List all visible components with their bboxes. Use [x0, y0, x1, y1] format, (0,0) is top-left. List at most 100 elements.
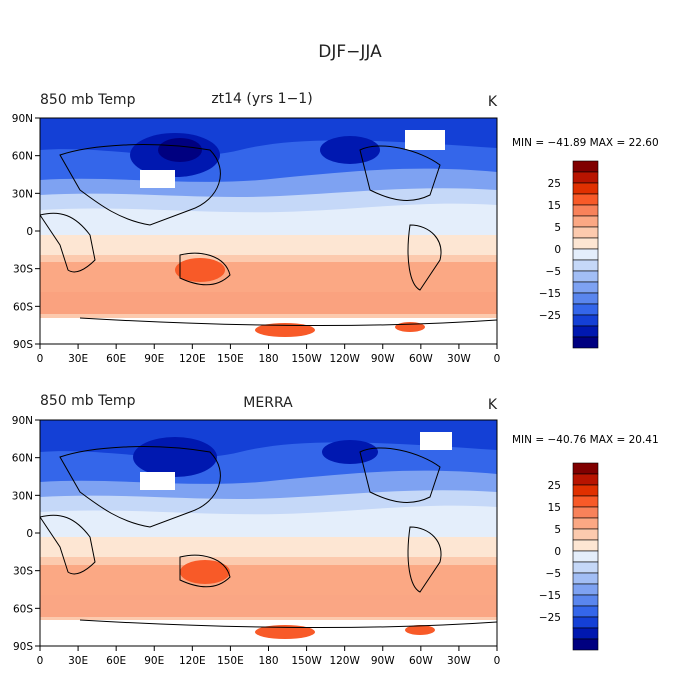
- lat-tick-label: 90S: [13, 339, 33, 351]
- colorbar-swatch: [572, 215, 599, 228]
- colorbar-swatch: [572, 182, 599, 195]
- colorbar-swatch: [572, 237, 599, 250]
- lon-tick-label: 150E: [217, 353, 244, 365]
- colorbar-swatch: [572, 193, 599, 206]
- lon-tick-label: 30E: [68, 353, 88, 365]
- panel-merra-lat-ticks: 90N 60N 30N 0 30S 60S 90S: [12, 415, 40, 653]
- colorbar-swatch: [572, 528, 599, 541]
- colorbar-swatch: [572, 281, 599, 294]
- lon-tick-label: 120W: [329, 353, 360, 365]
- lon-tick-label: 150W: [291, 353, 322, 365]
- lon-tick-label: 90W: [371, 353, 395, 365]
- lon-tick-label: 120E: [179, 353, 206, 365]
- lon-tick-label: 30E: [68, 655, 88, 667]
- lon-tick-label: 0: [494, 353, 501, 365]
- colorbar-label: −15: [539, 288, 561, 300]
- lat-tick-label: 60N: [12, 453, 33, 465]
- lon-tick-label: 180: [258, 655, 278, 667]
- colorbar-label: 0: [554, 546, 561, 558]
- panel-model-lon-ticks: 0 30E 60E 90E 120E 150E 180 150W 120W 90W 60W 30W 0: [37, 344, 501, 365]
- lat-tick-label: 0: [26, 528, 33, 540]
- colorbar-swatch: [572, 484, 599, 497]
- lat-tick-label: 60S: [13, 603, 33, 615]
- lon-tick-label: 0: [37, 353, 44, 365]
- panel-model-variable-label: 850 mb Temp: [40, 92, 136, 108]
- colorbar-label: 5: [554, 222, 561, 234]
- lat-tick-label: 90S: [13, 641, 33, 653]
- panel-model: 850 mb Temp zt14 (yrs 1−1) K MIN = −41.8…: [12, 91, 659, 365]
- colorbar-label: −25: [539, 310, 561, 322]
- colorbar-label: 25: [548, 480, 561, 492]
- colorbar-swatch: [572, 473, 599, 486]
- lon-tick-label: 0: [494, 655, 501, 667]
- panel-model-lat-ticks: 90N 60N 30N 0 30S 60S 90S: [12, 113, 40, 351]
- colorbar-swatch: [572, 572, 599, 585]
- colorbar-label: −25: [539, 612, 561, 624]
- colorbar-swatch: [572, 605, 599, 618]
- colorbar-swatch: [572, 336, 599, 349]
- lon-tick-label: 120W: [329, 655, 360, 667]
- lon-tick-label: 150E: [217, 655, 244, 667]
- lon-tick-label: 30W: [447, 655, 471, 667]
- lat-tick-label: 30S: [13, 566, 33, 578]
- colorbar-swatch: [572, 270, 599, 283]
- colorbar-swatch: [572, 550, 599, 563]
- colorbar-swatch: [572, 506, 599, 519]
- lon-tick-label: 90E: [144, 353, 164, 365]
- colorbar-swatch: [572, 616, 599, 629]
- lon-tick-label: 150W: [291, 655, 322, 667]
- panel-model-coastlines: [40, 144, 497, 327]
- lat-tick-label: 30N: [12, 188, 33, 200]
- colorbar-swatch: [572, 259, 599, 272]
- colorbar-swatch: [572, 594, 599, 607]
- lat-tick-label: 60N: [12, 151, 33, 163]
- colorbar-swatch: [572, 204, 599, 217]
- colorbar-swatch: [572, 325, 599, 338]
- colorbar-swatch: [572, 517, 599, 530]
- colorbar-swatch: [572, 638, 599, 651]
- colorbar-swatch: [572, 561, 599, 574]
- colorbar-label: 25: [548, 178, 561, 190]
- colorbar-swatch: [572, 583, 599, 596]
- panel-merra-variable-label: 850 mb Temp: [40, 393, 136, 409]
- colorbar-swatch: [572, 314, 599, 327]
- colorbar-swatch: [572, 160, 599, 173]
- panel-model-stats: MIN = −41.89 MAX = 22.60: [512, 137, 659, 149]
- lon-tick-label: 60W: [409, 353, 433, 365]
- lon-tick-label: 0: [37, 655, 44, 667]
- panel-merra-map-field: [40, 420, 497, 646]
- colorbar-swatch: [572, 226, 599, 239]
- colorbar-swatch: [572, 292, 599, 305]
- lat-tick-label: 0: [26, 226, 33, 238]
- lat-tick-label: 30S: [13, 264, 33, 276]
- panel-merra-stats: MIN = −40.76 MAX = 20.41: [512, 434, 659, 446]
- colorbar-label: −15: [539, 590, 561, 602]
- lat-tick-label: 30N: [12, 490, 33, 502]
- lon-tick-label: 60E: [106, 353, 126, 365]
- lon-tick-label: 60W: [409, 655, 433, 667]
- panel-merra-coastlines: [40, 446, 497, 629]
- panel-model-colorbar: 25 15 5 0 −5 −15 −25: [539, 160, 599, 349]
- lon-tick-label: 60E: [106, 655, 126, 667]
- colorbar-swatch: [572, 303, 599, 316]
- panel-merra-colorbar: 25 15 5 0 −5 −15 −25: [539, 462, 599, 651]
- figure-title: DJF−JJA: [318, 42, 382, 62]
- lat-tick-label: 90N: [12, 113, 33, 125]
- colorbar-swatch: [572, 627, 599, 640]
- colorbar-swatch: [572, 248, 599, 261]
- colorbar-label: 15: [548, 200, 561, 212]
- colorbar-label: 0: [554, 244, 561, 256]
- colorbar-label: 15: [548, 502, 561, 514]
- lon-tick-label: 90E: [144, 655, 164, 667]
- colorbar-swatch: [572, 539, 599, 552]
- lon-tick-label: 180: [258, 353, 278, 365]
- colorbar-label: −5: [546, 266, 561, 278]
- panel-merra-case-label: MERRA: [243, 395, 293, 411]
- panel-merra: 850 mb Temp MERRA K MIN = −40.76 MAX = 2…: [12, 393, 659, 667]
- colorbar-label: −5: [546, 568, 561, 580]
- panel-model-units: K: [488, 94, 498, 110]
- panel-merra-lon-ticks: 0 30E 60E 90E 120E 150E 180 150W 120W 90W 60W 30W 0: [37, 646, 501, 667]
- lat-tick-label: 60S: [13, 301, 33, 313]
- panel-merra-units: K: [488, 397, 498, 413]
